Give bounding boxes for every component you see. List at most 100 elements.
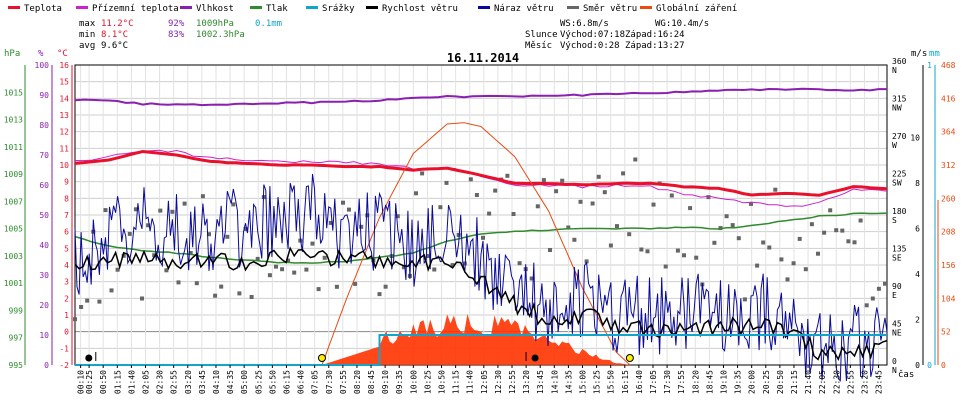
x-tick-label: 08:45: [367, 370, 376, 394]
legend-label: Tlak: [266, 4, 288, 14]
stat-min-label: min: [79, 30, 95, 40]
wind-direction-point: [505, 173, 510, 178]
radiation-tick: 260: [941, 194, 956, 203]
humidity-tick: 20: [39, 301, 49, 310]
wind-direction-point: [274, 264, 278, 269]
wind-direction-point: [816, 251, 820, 256]
x-tick-label: 05:25: [254, 370, 263, 394]
wind-direction-point: [560, 178, 565, 183]
wind-direction-point: [706, 195, 711, 200]
wind-direction-point: [103, 208, 108, 213]
pressure-tick: 1013: [4, 116, 23, 125]
x-tick-label: 01:15: [113, 370, 122, 394]
radiation-tick: 416: [941, 94, 956, 103]
legend-label: Směr větru: [583, 4, 637, 14]
wind-speed-line: [74, 246, 888, 362]
x-tick-label: 15:00: [579, 370, 588, 394]
x-tick-label: 03:20: [184, 370, 193, 394]
wind-direction-point: [541, 178, 546, 183]
wind-direction-point: [213, 293, 218, 298]
wind-direction-point: [535, 204, 540, 209]
x-tick-label: 11:40: [466, 370, 475, 394]
wind-direction-point: [249, 295, 254, 299]
sun-rise: Východ:07:18: [560, 30, 625, 40]
pressure-tick: 1015: [4, 88, 23, 97]
stat-min-temp: 8.1°C: [101, 30, 128, 40]
wind-direction-point: [822, 230, 827, 235]
humidity-tick: 10: [39, 331, 49, 340]
direction-tick-value: 270: [892, 132, 907, 141]
wind-direction-point: [237, 291, 242, 296]
legend-label: Srážky: [322, 4, 355, 14]
wind-direction-point: [456, 232, 461, 237]
legend-label: Přízemní teplota: [92, 4, 179, 14]
x-tick-label: 17:05: [649, 370, 658, 394]
temperature-tick: 13: [59, 111, 69, 120]
pressure-tick: 999: [9, 306, 24, 315]
wind-direction-point: [736, 236, 741, 241]
legend-swatch: [306, 6, 318, 9]
direction-tick-label: SE: [892, 254, 902, 263]
direction-tick-label: N: [892, 66, 897, 75]
x-tick-label: 12:55: [508, 370, 517, 394]
wind-direction-point: [200, 194, 205, 199]
axis-unit-hpa: hPa: [4, 49, 20, 59]
temperature-tick: 8: [64, 194, 69, 203]
wind-direction-point: [188, 251, 193, 255]
pressure-tick: 1003: [4, 252, 23, 261]
direction-tick-label: N: [892, 366, 897, 375]
temperature-tick: -2: [59, 361, 69, 370]
wind-direction-point: [621, 171, 626, 176]
wind-direction-point: [432, 267, 437, 272]
temperature-tick: 4: [64, 261, 69, 270]
wind-direction-point: [761, 240, 766, 245]
x-tick-label: 14:10: [550, 370, 559, 394]
wind-direction-point: [444, 180, 449, 185]
pressure-tick: 1007: [4, 197, 23, 206]
stat-avg-label: avg: [79, 41, 95, 51]
x-tick-label: 10:25: [423, 370, 432, 394]
x-tick-label: 04:10: [212, 370, 221, 394]
wind-direction-point: [286, 258, 291, 263]
wind-direction-point: [487, 211, 492, 216]
wind-direction-point: [133, 207, 138, 212]
wind-direction-point: [809, 222, 814, 227]
temperature-tick: -1: [59, 344, 69, 353]
legend-label: Vlhkost: [196, 4, 234, 14]
wind-direction-point: [474, 193, 479, 197]
wind-direction-point: [334, 284, 339, 289]
wind-direction-point: [517, 261, 522, 266]
direction-tick-value: 360: [892, 57, 907, 66]
x-tick-label: 22:30: [832, 370, 841, 394]
wind-direction-point: [663, 264, 668, 269]
wind-direction-point: [127, 231, 132, 236]
wind-direction-point: [608, 243, 613, 248]
legend-label: Rychlost větru: [382, 4, 458, 14]
humidity-tick: 30: [39, 271, 49, 280]
wind-direction-point: [316, 287, 321, 292]
wind-direction-point: [615, 224, 619, 229]
x-tick-label: 07:05: [311, 370, 320, 394]
legend-label: Náraz větru: [494, 4, 554, 14]
wind-direction-point: [858, 218, 863, 223]
wind-gust-line: [74, 173, 888, 382]
x-tick-label: 07:30: [325, 370, 334, 394]
temperature-tick: 11: [59, 144, 69, 153]
direction-tick-value: 135: [892, 245, 907, 254]
x-tick-label: 20:50: [776, 370, 785, 394]
x-tick-label: 19:35: [734, 370, 743, 394]
wind-direction-point: [97, 299, 102, 304]
humidity-tick: 0: [44, 361, 49, 370]
wind-direction-point: [578, 199, 583, 204]
wind-direction-point: [219, 284, 224, 289]
stat-min-press: 1002.3hPa: [196, 30, 245, 40]
wind-direction-point: [85, 298, 90, 303]
wind-direction-point: [554, 189, 559, 194]
wind-direction-point: [322, 255, 327, 260]
humidity-tick: 80: [39, 121, 49, 130]
wind-direction-point: [225, 234, 230, 239]
legend-swatch: [366, 6, 378, 9]
wind-direction-point: [548, 248, 552, 252]
